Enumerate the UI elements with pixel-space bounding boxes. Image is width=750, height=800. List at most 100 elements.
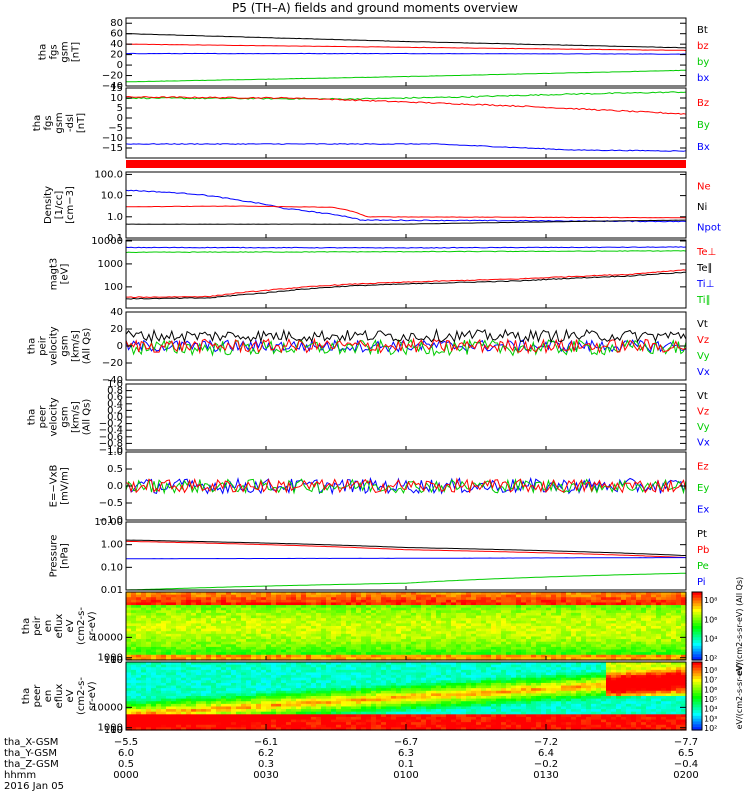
y-tick-label: −20 [102,71,123,82]
panel-frame [125,17,687,87]
panel-efield: 1.0 0.5 0.0 −0.5 −1.0 E=−VxB [mV/m] Ez Ey Ex [49,447,710,526]
y-tick-label: 0 [117,341,123,352]
x-row-label: hhmm [4,770,36,781]
series-pressure-Pi [126,557,686,560]
series-density-Ne [126,205,687,219]
y-label-line: tha [21,688,32,704]
colorbar-tick: 10² [704,724,717,733]
y-label-line: eV [65,689,76,702]
y-label-line: tha [32,115,43,131]
panel-temperature: 10000 1000 100 magt3 [eV] Te⊥ Te∥ Ti⊥ Ti∥ [49,236,716,309]
x-tick-label: 6.5 [678,748,694,759]
y-tick-label: 0.10 [101,562,123,573]
y-tick-label: 1.00 [101,540,123,551]
y-tick-label: 0.0 [107,412,123,423]
series-fgs_gsm-bz [125,43,687,51]
y-tick-label: 1.0 [107,379,123,390]
colorbar-tick: 10⁸ [704,666,717,675]
series-fgs_gse-By [125,91,687,101]
y-axis-label: tha peir en eflux eV (cm2-s-sr-eV) [21,607,98,645]
legend-Ey: Ey [697,483,709,494]
x-tick-label: 0.5 [118,759,134,770]
y-axis-label: tha fgs gsm -dsl [nT] [32,112,87,133]
x-tick-label: −0.2 [534,759,558,770]
y-axis-label: tha peir velocity gsm [km/s] (All Qs) [27,326,93,365]
y-tick-label: 0 [117,113,123,124]
y-label-line: eflux [54,684,65,709]
y-tick-label: −10 [102,133,123,144]
panel-peir_velocity: 40 20 0 −20 −40 tha peir velocity gsm [km/s] (All … [27,307,710,386]
x-tick-label: 0200 [673,770,698,781]
y-label-line: [cm−3] [65,186,76,224]
legend-Ez: Ez [697,462,709,473]
y-label-line: peer [32,684,43,708]
series-efield-Ex [125,476,687,496]
y-label-line: peer [38,405,49,429]
series-fgs_gsm-by [125,69,686,83]
y-label-line: peir [32,615,43,635]
y-label-line: tha [38,44,49,60]
y-tick-label: −0.6 [99,432,123,443]
y-label-line: [km/s] [71,330,82,362]
y-tick-label: 0.5 [107,464,123,475]
x-tick-label: −6.7 [394,737,418,748]
x-tick-label: −5.5 [114,737,138,748]
colorbar-tick: 10³ [704,714,717,723]
legend-Vx: Vx [697,367,710,378]
y-tick-label: −40 [102,375,123,386]
colorbar-tick: 10² [704,654,717,663]
legend-Te∥: Te∥ [696,263,713,274]
series-peir_velocity-Vt [125,327,687,344]
legend-Vz: Vz [697,406,709,417]
x-tick-label: 0100 [393,770,418,781]
legend-Ex: Ex [697,504,709,515]
y-tick-label: 10000 [91,236,123,247]
x-tick-label: −0.4 [674,759,698,770]
y-tick-label: 10.00 [94,517,123,528]
y-label-line: [1/cc] [54,191,65,220]
y-label-line: peir [38,335,49,355]
y-label-line: gsm [54,112,65,133]
colorbar-tick: 10⁸ [704,596,717,605]
x-row-label: tha_X-GSM [4,737,58,748]
x-tick-label: 6.3 [398,748,414,759]
y-tick-label: −40 [102,81,123,92]
y-axis-label: tha peer en eflux eV (cm2-s-sr-eV) [21,677,98,715]
legend-Ne: Ne [697,181,711,192]
y-tick-label: 60 [110,29,123,40]
series-temperature-Te⊥ [126,269,687,299]
legend-Pe: Pe [697,561,709,572]
y-label-line: (All Qs) [82,399,93,436]
panel-frame [125,383,687,451]
y-tick-label: 0.8 [107,386,123,397]
y-label-line: [nT] [71,42,82,62]
x-tick-label: −7.2 [534,737,558,748]
colorbar-tick: 10⁴ [704,705,717,714]
y-tick-label: −0.8 [99,438,123,449]
y-label-line: [mV/m] [60,467,71,505]
legend-Vy: Vy [697,422,710,433]
y-tick-label: 20 [110,50,123,61]
y-axis-label: E=−VxB [mV/m] [49,465,71,508]
y-tick-label: 40 [110,39,123,50]
y-label-line: Pressure [49,535,60,578]
y-label-line: Density [43,186,54,224]
y-tick-label: −15 [102,143,123,154]
x-tick-label: 0.3 [258,759,274,770]
y-tick-label: 0.1 [107,233,123,244]
panel-frame [125,521,687,591]
series-fgs_gse-Bz [125,95,687,115]
x-tick-label: −7.7 [674,737,698,748]
y-label-line: [eV] [60,264,71,285]
colorbar-tick: 10⁴ [704,635,717,644]
legend-Vy: Vy [697,351,710,362]
legend-Npot: Npot [697,223,721,234]
legend-Vx: Vx [697,437,710,448]
y-label-line: E=−VxB [49,465,60,508]
series-temperature-Ti⊥ [125,246,687,249]
y-tick-label: −1.0 [99,515,123,526]
y-axis-label: Density [1/cc] [cm−3] [43,186,76,224]
